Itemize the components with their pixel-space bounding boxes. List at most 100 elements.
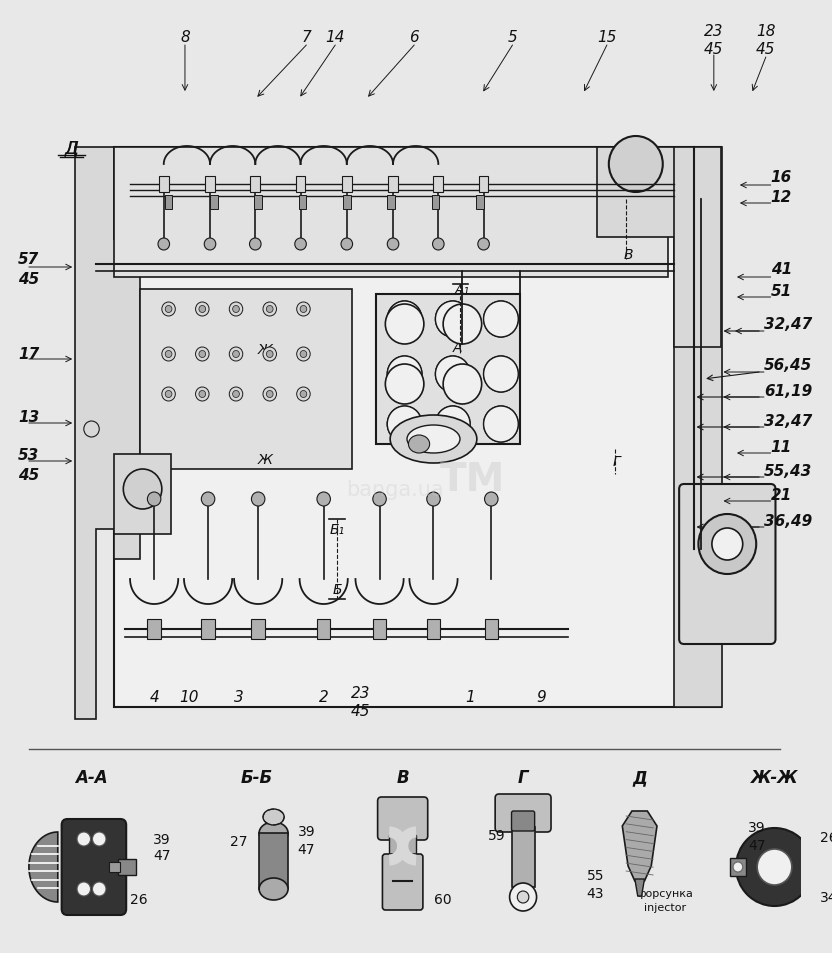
- Text: 7: 7: [301, 30, 311, 46]
- Circle shape: [196, 388, 209, 401]
- Bar: [299, 195, 306, 210]
- Text: 4: 4: [149, 690, 159, 705]
- Circle shape: [300, 391, 307, 398]
- Text: 47: 47: [749, 838, 766, 852]
- Circle shape: [166, 351, 172, 358]
- Bar: [206, 177, 215, 193]
- Text: 1: 1: [465, 690, 475, 705]
- Circle shape: [158, 239, 170, 251]
- Circle shape: [443, 365, 482, 405]
- Bar: [140, 290, 352, 470]
- Text: Д: Д: [64, 139, 78, 157]
- Text: TM: TM: [439, 460, 505, 498]
- Circle shape: [387, 407, 422, 442]
- Text: 23: 23: [704, 25, 724, 39]
- Text: 13: 13: [18, 410, 40, 425]
- Circle shape: [230, 348, 243, 361]
- Text: В: В: [396, 768, 409, 786]
- Circle shape: [230, 388, 243, 401]
- Bar: [389, 177, 398, 193]
- Circle shape: [196, 348, 209, 361]
- Text: 51: 51: [770, 284, 792, 299]
- Circle shape: [297, 303, 310, 316]
- Circle shape: [147, 493, 161, 506]
- Text: 32,47: 32,47: [764, 317, 812, 333]
- Ellipse shape: [259, 822, 288, 844]
- Ellipse shape: [390, 416, 477, 463]
- Circle shape: [196, 303, 209, 316]
- Text: 60: 60: [434, 892, 452, 906]
- Circle shape: [77, 882, 91, 896]
- Text: 17: 17: [18, 347, 40, 362]
- FancyBboxPatch shape: [62, 820, 126, 915]
- Text: 39: 39: [748, 821, 766, 834]
- Text: А₁: А₁: [455, 283, 470, 296]
- Text: 32,47: 32,47: [764, 414, 812, 429]
- Bar: [114, 455, 171, 535]
- Text: 45: 45: [756, 43, 775, 57]
- Circle shape: [123, 470, 162, 510]
- FancyBboxPatch shape: [679, 484, 775, 644]
- Text: 12: 12: [770, 191, 792, 205]
- Bar: [109, 862, 121, 872]
- Circle shape: [483, 302, 518, 337]
- Text: banga.ua: banga.ua: [346, 479, 443, 499]
- Circle shape: [443, 305, 482, 345]
- Bar: [387, 195, 395, 210]
- Circle shape: [387, 239, 399, 251]
- Bar: [674, 148, 721, 348]
- Bar: [597, 148, 676, 237]
- Ellipse shape: [259, 878, 288, 900]
- Ellipse shape: [409, 436, 429, 454]
- Text: 14: 14: [325, 30, 345, 46]
- Text: 26: 26: [130, 892, 147, 906]
- Circle shape: [166, 306, 172, 314]
- Bar: [427, 619, 440, 639]
- Text: 36,49: 36,49: [764, 514, 812, 529]
- Circle shape: [733, 862, 743, 872]
- Text: В: В: [623, 248, 633, 262]
- Text: 10: 10: [179, 690, 199, 705]
- Circle shape: [162, 388, 176, 401]
- Text: 39: 39: [298, 824, 315, 838]
- Bar: [373, 619, 386, 639]
- Bar: [317, 619, 330, 639]
- Circle shape: [341, 239, 353, 251]
- Text: 39: 39: [153, 832, 171, 846]
- Bar: [259, 833, 288, 889]
- FancyBboxPatch shape: [378, 797, 428, 841]
- Circle shape: [199, 391, 206, 398]
- Bar: [512, 827, 535, 887]
- Text: 16: 16: [770, 171, 792, 185]
- Circle shape: [263, 303, 276, 316]
- Text: 57: 57: [18, 253, 40, 267]
- Circle shape: [199, 306, 206, 314]
- Circle shape: [233, 391, 240, 398]
- Circle shape: [478, 239, 489, 251]
- Text: 34: 34: [820, 890, 832, 904]
- Circle shape: [317, 493, 330, 506]
- Text: 9: 9: [537, 690, 547, 705]
- Text: injector: injector: [644, 902, 686, 912]
- Text: 18: 18: [756, 25, 775, 39]
- Text: Б: Б: [333, 582, 342, 597]
- Text: 21: 21: [770, 488, 792, 503]
- Circle shape: [820, 862, 830, 872]
- Polygon shape: [29, 832, 57, 902]
- Circle shape: [483, 407, 518, 442]
- FancyBboxPatch shape: [512, 811, 535, 831]
- Circle shape: [435, 356, 470, 393]
- Bar: [342, 177, 352, 193]
- Text: форсунка: форсунка: [636, 888, 693, 898]
- Polygon shape: [622, 811, 657, 882]
- FancyBboxPatch shape: [383, 854, 423, 910]
- Circle shape: [166, 391, 172, 398]
- Circle shape: [233, 351, 240, 358]
- Circle shape: [162, 303, 176, 316]
- Text: 55,43: 55,43: [764, 464, 812, 479]
- Circle shape: [251, 493, 265, 506]
- Text: Д: Д: [65, 139, 77, 157]
- Circle shape: [162, 348, 176, 361]
- Text: 55: 55: [587, 868, 604, 882]
- Circle shape: [712, 529, 743, 560]
